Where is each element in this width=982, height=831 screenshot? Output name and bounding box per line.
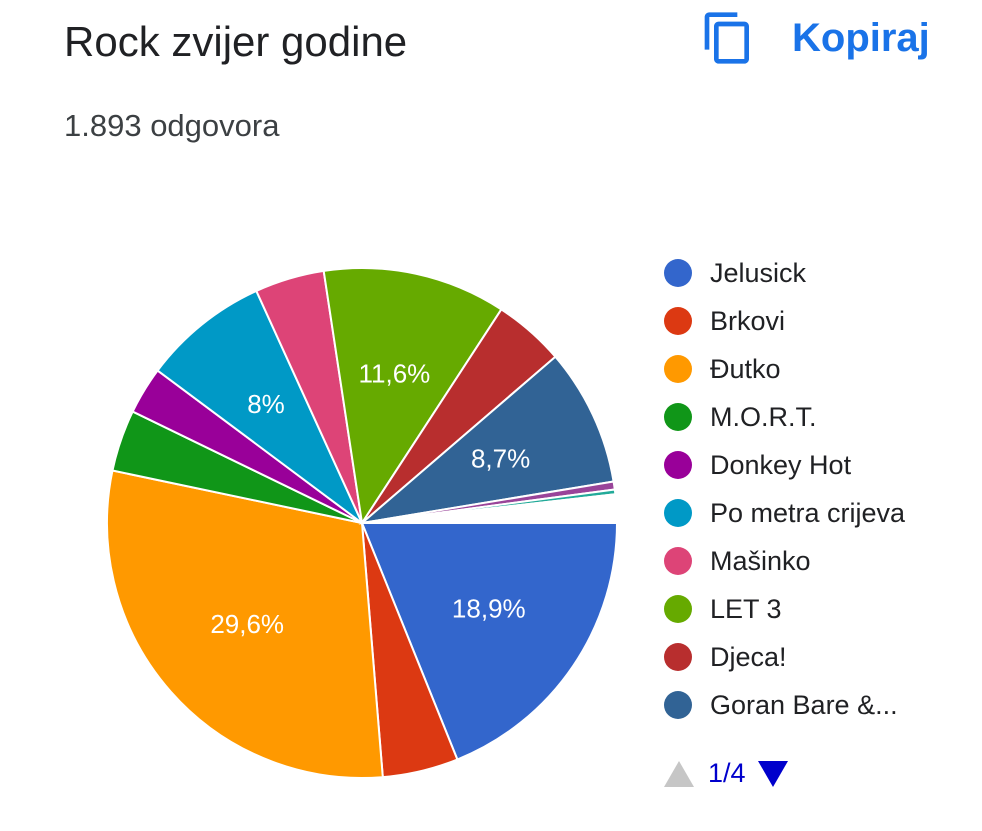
legend-label: Po metra crijeva	[710, 497, 906, 528]
legend-swatch	[664, 643, 692, 671]
copy-label: Kopiraj	[792, 15, 930, 60]
legend-swatch	[664, 355, 692, 383]
legend-swatch	[664, 547, 692, 575]
legend-item[interactable]: Donkey Hot	[664, 441, 905, 489]
legend-label: Mašinko	[710, 545, 811, 576]
legend-item[interactable]: Goran Bare &...	[664, 681, 905, 729]
pie-chart: 18,9% 29,6% 8% 11,6% 8,7%	[105, 267, 619, 779]
legend-item[interactable]: Jelusick	[664, 249, 905, 297]
legend-swatch	[664, 259, 692, 287]
slice-percent-label: 8%	[247, 389, 285, 419]
legend-swatch	[664, 499, 692, 527]
legend-item[interactable]: Djeca!	[664, 633, 905, 681]
legend-label: M.O.R.T.	[710, 401, 817, 432]
chart-legend: Jelusick Brkovi Đutko M.O.R.T. Donkey Ho…	[664, 249, 905, 729]
next-page-arrow-icon[interactable]	[757, 760, 788, 787]
response-count: 1.893 odgovora	[64, 108, 280, 143]
legend-label: Đutko	[710, 353, 781, 384]
pie-slice[interactable]	[156, 289, 363, 524]
pie-slice[interactable]	[360, 522, 619, 761]
legend-label: Donkey Hot	[710, 449, 852, 480]
pie-slice[interactable]	[322, 267, 503, 526]
previous-page-arrow-icon[interactable]	[664, 760, 694, 787]
legend-item[interactable]: LET 3	[664, 585, 905, 633]
copy-button[interactable]: Kopiraj	[700, 10, 930, 66]
pie-slice[interactable]	[358, 355, 615, 525]
legend-item[interactable]: M.O.R.T.	[664, 393, 905, 441]
legend-item[interactable]: Mašinko	[664, 537, 905, 585]
legend-pager: 1/4	[664, 758, 788, 789]
legend-swatch	[664, 691, 692, 719]
legend-item[interactable]: Po metra crijeva	[664, 489, 905, 537]
legend-label: Jelusick	[710, 257, 807, 288]
pie-slice[interactable]	[361, 493, 619, 524]
legend-swatch	[664, 307, 692, 335]
legend-item[interactable]: Đutko	[664, 345, 905, 393]
slice-percent-label: 8,7%	[471, 443, 530, 473]
slice-percent-label: 29,6%	[210, 609, 284, 639]
legend-swatch	[664, 595, 692, 623]
legend-label: Djeca!	[710, 641, 787, 672]
slice-percent-label: 18,9%	[452, 594, 526, 624]
legend-swatch	[664, 451, 692, 479]
legend-label: Goran Bare &...	[710, 689, 898, 720]
legend-label: Brkovi	[710, 305, 786, 336]
chart-title: Rock zvijer godine	[64, 18, 408, 65]
legend-item[interactable]: Brkovi	[664, 297, 905, 345]
legend-label: LET 3	[710, 593, 782, 624]
page-indicator: 1/4	[708, 758, 746, 788]
pie-slice[interactable]	[105, 469, 384, 779]
slice-percent-label: 11,6%	[359, 359, 431, 389]
legend-swatch	[664, 403, 692, 431]
copy-icon	[704, 12, 749, 64]
